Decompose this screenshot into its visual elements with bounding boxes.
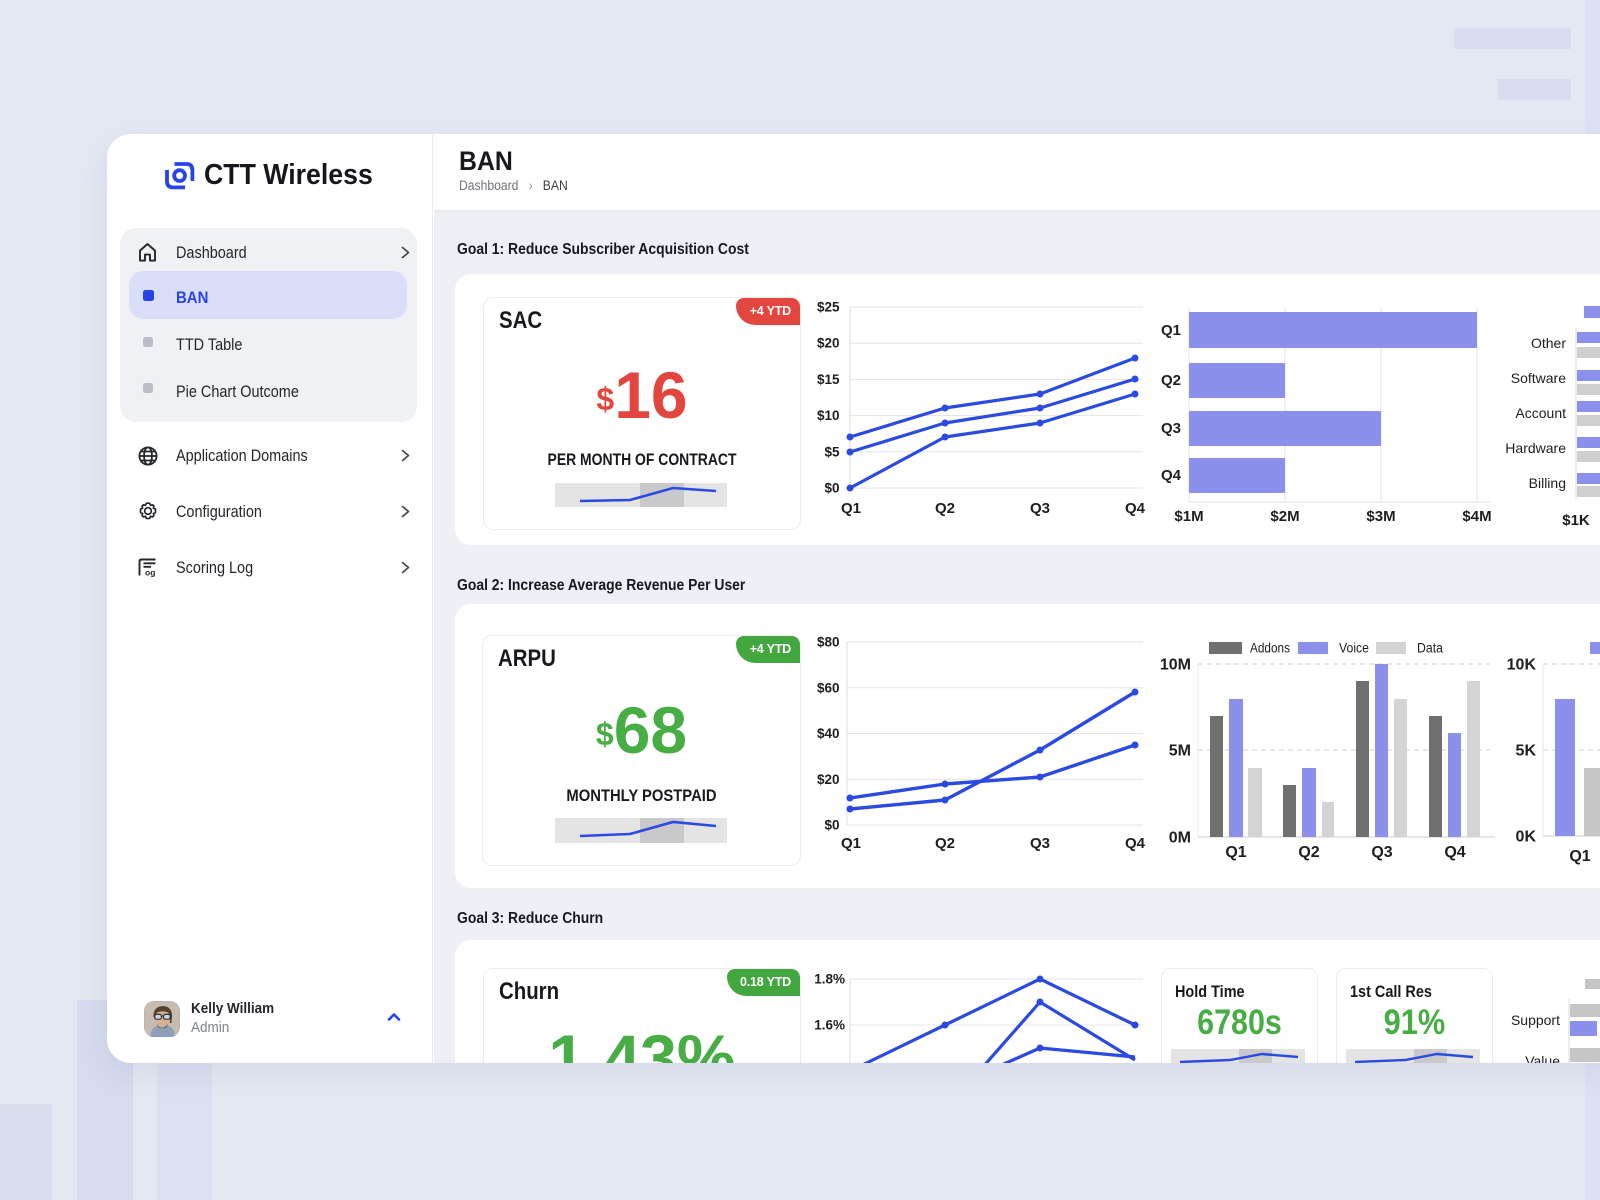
svg-text:Q1: Q1 <box>1161 322 1181 339</box>
svg-text:Q2: Q2 <box>935 835 955 852</box>
svg-text:$20: $20 <box>817 336 840 351</box>
svg-text:Support: Support <box>1511 1012 1560 1028</box>
svg-text:Q2: Q2 <box>1298 844 1319 861</box>
svg-text:0M: 0M <box>1169 830 1191 847</box>
svg-text:$60: $60 <box>817 680 840 695</box>
svg-text:$4M: $4M <box>1462 508 1491 525</box>
svg-text:Q1: Q1 <box>1569 848 1590 865</box>
svg-text:$15: $15 <box>817 372 840 387</box>
svg-text:Q3: Q3 <box>1161 420 1181 437</box>
svg-text:$10: $10 <box>817 408 840 423</box>
svg-text:$80: $80 <box>817 635 840 650</box>
svg-text:5K: 5K <box>1516 743 1537 760</box>
svg-text:Other: Other <box>1531 335 1566 351</box>
svg-text:$40: $40 <box>817 726 840 741</box>
svg-text:$2M: $2M <box>1270 508 1299 525</box>
svg-text:Q2: Q2 <box>1161 372 1181 389</box>
svg-text:0K: 0K <box>1516 829 1537 846</box>
svg-text:$20: $20 <box>817 772 840 787</box>
svg-text:$25: $25 <box>817 300 840 315</box>
svg-text:Software: Software <box>1511 370 1566 386</box>
svg-text:Q4: Q4 <box>1161 467 1182 484</box>
svg-text:Q1: Q1 <box>841 835 861 852</box>
svg-text:$1K: $1K <box>1562 512 1590 529</box>
svg-text:Voice: Voice <box>1339 641 1369 656</box>
svg-text:$0: $0 <box>824 818 839 833</box>
svg-text:Addons: Addons <box>1250 641 1290 656</box>
svg-text:10M: 10M <box>1160 657 1191 674</box>
svg-text:1.6%: 1.6% <box>814 1018 845 1033</box>
svg-text:1.8%: 1.8% <box>814 972 845 987</box>
svg-text:Q3: Q3 <box>1371 844 1392 861</box>
svg-text:$1M: $1M <box>1174 508 1203 525</box>
svg-text:Hardware: Hardware <box>1505 440 1566 456</box>
svg-text:$5: $5 <box>824 444 840 459</box>
svg-text:Value: Value <box>1525 1053 1560 1063</box>
svg-text:Q2: Q2 <box>935 500 955 517</box>
svg-text:Q1: Q1 <box>841 500 861 517</box>
svg-text:$3M: $3M <box>1366 508 1395 525</box>
svg-text:Data: Data <box>1417 641 1443 656</box>
svg-text:Account: Account <box>1515 405 1566 421</box>
svg-text:og: og <box>145 568 155 578</box>
svg-text:Q3: Q3 <box>1030 835 1050 852</box>
svg-text:Q4: Q4 <box>1125 500 1146 517</box>
svg-text:5M: 5M <box>1169 743 1191 760</box>
svg-text:Q3: Q3 <box>1030 500 1050 517</box>
svg-text:$0: $0 <box>824 481 839 496</box>
svg-text:10K: 10K <box>1507 657 1537 674</box>
svg-text:Q4: Q4 <box>1444 844 1465 861</box>
svg-text:Billing: Billing <box>1529 475 1566 491</box>
svg-text:Q1: Q1 <box>1225 844 1246 861</box>
svg-text:Q4: Q4 <box>1125 835 1146 852</box>
